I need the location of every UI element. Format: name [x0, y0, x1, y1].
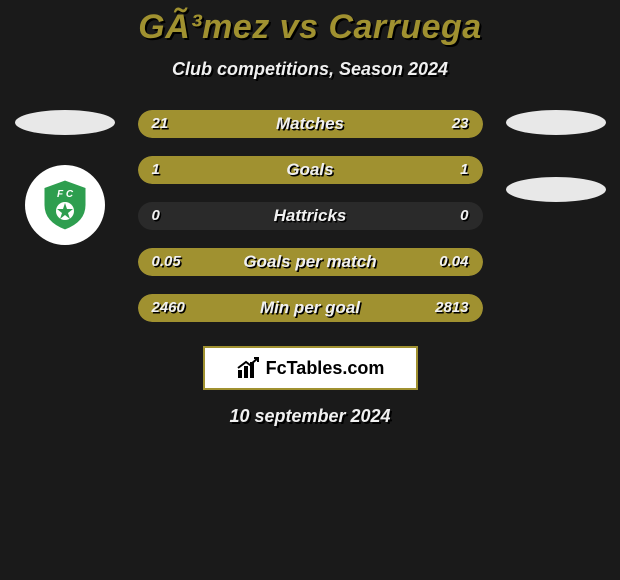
left-column: F C — [10, 110, 120, 245]
subtitle: Club competitions, Season 2024 — [0, 59, 620, 80]
stat-label: Min per goal — [138, 294, 483, 322]
main-row: F C 2123Matches 11Goals 00Hattricks 0.050.0… — [0, 110, 620, 322]
stat-bar: 24602813Min per goal — [138, 294, 483, 322]
stat-label: Goals per match — [138, 248, 483, 276]
brand-logo: FcTables.com — [236, 356, 385, 380]
stat-label: Hattricks — [138, 202, 483, 230]
bar-chart-arrow-icon — [236, 356, 260, 380]
stat-bar: 00Hattricks — [138, 202, 483, 230]
right-club-badge-placeholder — [506, 177, 606, 202]
brand-text: FcTables.com — [266, 358, 385, 379]
stat-bar: 0.050.04Goals per match — [138, 248, 483, 276]
left-player-avatar-placeholder — [15, 110, 115, 135]
page-title: GÃ³mez vs Carruega — [0, 8, 620, 47]
right-player-avatar-placeholder — [506, 110, 606, 135]
stat-bar: 11Goals — [138, 156, 483, 184]
date-text: 10 september 2024 — [0, 406, 620, 427]
content-wrapper: GÃ³mez vs Carruega Club competitions, Se… — [0, 0, 620, 427]
stats-bars: 2123Matches 11Goals 00Hattricks 0.050.04Goa… — [138, 110, 483, 322]
footer-brand-badge: FcTables.com — [203, 346, 418, 390]
shield-icon: F C — [35, 175, 95, 235]
stat-label: Goals — [138, 156, 483, 184]
left-club-badge: F C — [25, 165, 105, 245]
stat-label: Matches — [138, 110, 483, 138]
svg-text:F C: F C — [56, 189, 73, 200]
stat-bar: 2123Matches — [138, 110, 483, 138]
right-column — [501, 110, 611, 202]
